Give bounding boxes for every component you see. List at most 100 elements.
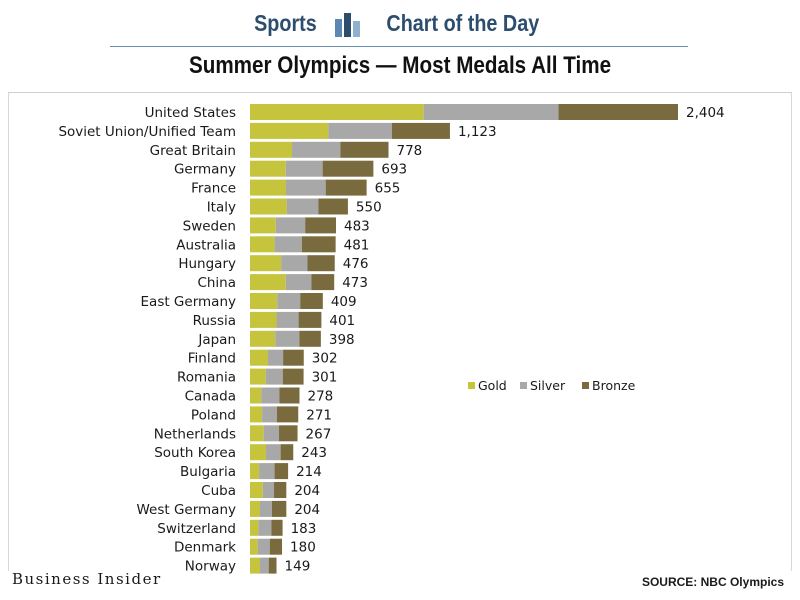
total-label-east-germany: 409 — [331, 294, 357, 310]
category-label-norway: Norway — [185, 559, 236, 575]
total-label-romania: 301 — [312, 370, 338, 386]
bar-silver-switzerland — [258, 519, 272, 536]
legend-item-gold: Gold — [468, 378, 507, 393]
total-label-hungary: 476 — [343, 256, 369, 272]
total-label-japan: 398 — [329, 332, 355, 348]
bars-layer — [250, 104, 678, 574]
bar-gold-france — [250, 179, 286, 196]
total-label-canada: 278 — [307, 389, 333, 405]
title-divider — [8, 92, 792, 93]
total-label-great-britain: 778 — [397, 143, 423, 159]
category-label-soviet-union-unified-team: Soviet Union/Unified Team — [58, 124, 236, 140]
total-label-france: 655 — [375, 181, 401, 197]
bar-silver-finland — [267, 349, 284, 366]
category-label-australia: Australia — [176, 237, 236, 253]
total-label-south-korea: 243 — [301, 445, 327, 461]
total-label-australia: 481 — [344, 237, 370, 253]
bar-gold-hungary — [250, 255, 282, 272]
total-label-denmark: 180 — [290, 540, 316, 556]
bar-bronze-cuba — [274, 482, 287, 498]
bar-silver-italy — [286, 198, 319, 215]
bar-gold-japan — [250, 330, 276, 347]
bar-silver-hungary — [281, 255, 308, 272]
bar-silver-netherlands — [263, 425, 280, 442]
category-label-finland: Finland — [188, 351, 236, 367]
category-label-italy: Italy — [207, 200, 236, 216]
category-label-poland: Poland — [191, 407, 236, 423]
category-label-united-states: United States — [145, 105, 236, 121]
bar-chart-logo-icon — [334, 12, 360, 37]
total-label-cuba: 204 — [294, 483, 320, 499]
bar-bronze-netherlands — [279, 425, 298, 442]
category-label-japan: Japan — [197, 332, 236, 348]
header-divider — [110, 46, 688, 47]
total-label-bulgaria: 214 — [296, 464, 322, 480]
total-label-finland: 302 — [312, 351, 338, 367]
bar-silver-australia — [274, 236, 302, 253]
bar-gold-china — [250, 274, 286, 291]
bar-silver-norway — [259, 557, 269, 574]
bar-bronze-russia — [298, 311, 322, 328]
bar-silver-poland — [262, 406, 277, 423]
bar-silver-west-germany — [259, 500, 272, 517]
bar-gold-italy — [250, 198, 287, 215]
bar-gold-cuba — [250, 482, 263, 498]
chart-frame-right — [791, 93, 792, 571]
bar-bronze-united-states — [558, 104, 678, 120]
total-label-switzerland: 183 — [291, 521, 317, 537]
category-label-switzerland: Switzerland — [157, 521, 236, 537]
bar-gold-west-germany — [250, 500, 260, 517]
total-label-russia: 401 — [329, 313, 355, 329]
category-label-sweden: Sweden — [183, 218, 236, 234]
bar-gold-russia — [250, 311, 277, 328]
category-label-south-korea: South Korea — [154, 445, 236, 461]
chart-of-the-day-header: Sports Chart of the Day — [0, 10, 800, 46]
bar-silver-denmark — [257, 538, 270, 555]
bar-bronze-china — [311, 274, 335, 291]
bar-gold-romania — [250, 368, 266, 385]
bar-bronze-switzerland — [271, 519, 283, 536]
bar-silver-east-germany — [277, 293, 301, 309]
bar-silver-france — [285, 179, 326, 196]
legend-item-bronze: Bronze — [582, 378, 636, 393]
bar-gold-australia — [250, 236, 275, 253]
legend-swatch-gold — [468, 382, 475, 389]
category-label-china: China — [197, 275, 236, 291]
total-label-norway: 149 — [285, 559, 311, 575]
bar-gold-great-britain — [250, 141, 293, 158]
bar-bronze-germany — [322, 160, 374, 177]
source-note: SOURCE: NBC Olympics — [641, 575, 784, 589]
bar-silver-sweden — [275, 217, 306, 234]
bar-gold-finland — [250, 349, 268, 366]
category-label-great-britain: Great Britain — [150, 143, 236, 159]
bar-bronze-east-germany — [300, 293, 323, 309]
bar-bronze-italy — [318, 198, 348, 215]
bar-bronze-canada — [279, 387, 300, 404]
bar-gold-south-korea — [250, 444, 267, 461]
bar-bronze-romania — [282, 368, 304, 385]
total-label-netherlands: 267 — [306, 426, 332, 442]
chart-frame-left — [8, 93, 9, 571]
category-label-romania: Romania — [177, 370, 236, 386]
bar-silver-china — [285, 274, 312, 291]
bar-bronze-poland — [276, 406, 299, 423]
category-label-east-germany: East Germany — [141, 294, 236, 310]
total-label-sweden: 483 — [344, 218, 370, 234]
sports-section-label: Sports — [253, 10, 317, 36]
category-label-france: France — [191, 181, 236, 197]
bar-gold-germany — [250, 160, 286, 177]
bar-gold-east-germany — [250, 293, 278, 309]
total-label-poland: 271 — [306, 407, 332, 423]
category-label-bulgaria: Bulgaria — [180, 464, 236, 480]
bar-bronze-australia — [301, 236, 336, 253]
bar-bronze-soviet-union-unified-team — [391, 122, 450, 139]
bar-gold-norway — [250, 557, 260, 574]
bar-bronze-south-korea — [280, 444, 294, 461]
bar-bronze-norway — [268, 557, 277, 574]
bar-gold-united-states — [250, 104, 424, 120]
legend-label-gold: Gold — [478, 378, 507, 393]
legend-label-bronze: Bronze — [592, 378, 636, 393]
bar-bronze-france — [325, 179, 367, 196]
legend: Gold Silver Bronze — [468, 378, 636, 393]
